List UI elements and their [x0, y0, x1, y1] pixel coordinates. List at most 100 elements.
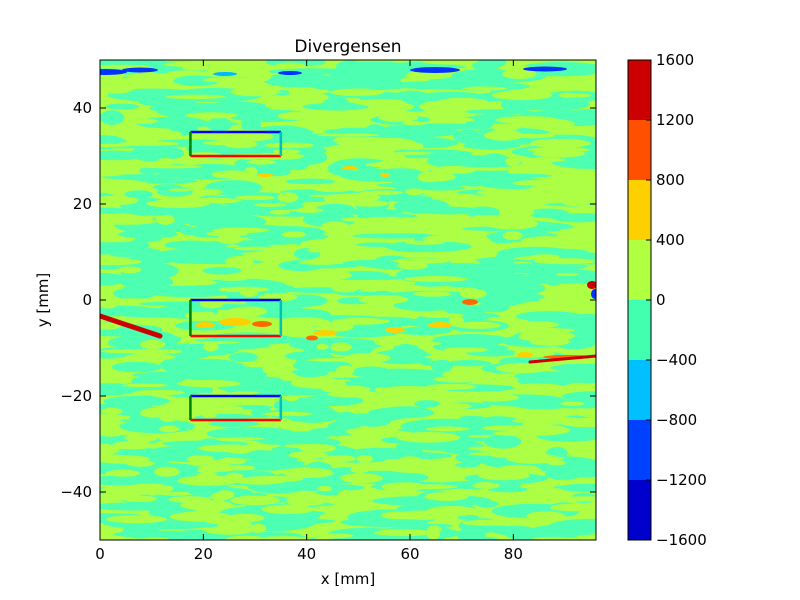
field-patch-positive [169, 511, 231, 522]
y-tick-label: 40 [73, 99, 92, 117]
field-patch-positive [121, 383, 169, 388]
field-patch-negative [314, 203, 356, 217]
field-patch-positive [225, 244, 240, 248]
field-patch-negative [100, 502, 175, 511]
field-patch-positive [117, 266, 142, 274]
field-patch-positive [408, 341, 443, 346]
field-patch-positive [181, 279, 217, 286]
field-patch-positive [459, 254, 474, 263]
field-patch-positive [413, 113, 476, 118]
field-patch-negative [459, 536, 498, 540]
field-patch-positive [513, 466, 543, 474]
field-patch-negative [393, 90, 431, 104]
colorbar-segment [628, 180, 651, 240]
colorbar-segment [628, 360, 651, 420]
field-patch-negative [191, 367, 223, 380]
field-patch-negative [562, 64, 596, 70]
x-tick-label: 20 [194, 545, 213, 563]
field-patch-positive [344, 353, 391, 364]
field-patch-positive [356, 455, 374, 463]
field-patch-positive [254, 203, 287, 207]
colorbar-tick-label: 800 [656, 171, 685, 189]
y-tick-label: 0 [82, 291, 92, 309]
field-patch-positive [195, 188, 223, 195]
field-patch-positive [230, 87, 281, 97]
x-axis-label: x [mm] [321, 570, 376, 588]
field-patch-negative [120, 274, 174, 290]
field-patch-positive [111, 298, 154, 303]
field-patch-positive [277, 192, 299, 203]
colorbar-tick-label: −1200 [656, 471, 707, 489]
field-patch-negative [226, 376, 284, 384]
field-patch-positive [316, 343, 329, 350]
field-patch-negative [153, 250, 181, 256]
field-patch-positive [106, 515, 167, 524]
field-patch-negative [561, 391, 596, 402]
divergence-field [100, 60, 596, 540]
field-patch-positive [272, 149, 300, 155]
field-patch-positive [341, 217, 365, 222]
field-patch-positive [336, 365, 355, 376]
field-patch-positive [331, 282, 361, 293]
field-patch-positive [337, 489, 354, 499]
field-patch-positive [413, 291, 452, 297]
field-patch-positive [424, 355, 446, 359]
field-hotspot [410, 67, 460, 73]
field-patch-positive [198, 444, 261, 453]
field-patch-positive [443, 117, 475, 123]
field-patch-positive [203, 397, 244, 402]
field-patch-positive [392, 258, 450, 264]
field-patch-positive [156, 158, 175, 166]
field-patch-positive [196, 472, 217, 478]
field-patch-positive [201, 412, 217, 418]
colorbar: −1600 −1200 −800 −400 0 400 800 1200 1600 [627, 51, 707, 549]
field-patch-positive [100, 414, 131, 420]
field-hotspot [462, 299, 478, 305]
field-patch-positive [295, 208, 323, 213]
field-patch-positive [381, 511, 418, 520]
field-patch-positive [223, 140, 258, 149]
field-patch-positive [300, 270, 352, 281]
colorbar-segment [628, 120, 651, 180]
colorbar-tick-label: 1600 [656, 51, 694, 69]
x-axis: 0 20 40 60 80 [95, 60, 523, 563]
field-patch-negative [530, 524, 591, 537]
field-patch-negative [195, 202, 228, 218]
field-patch-positive [261, 504, 315, 514]
field-patch-negative [138, 301, 219, 306]
field-patch-negative [414, 400, 441, 408]
field-patch-positive [532, 536, 568, 540]
field-hotspot-streak [100, 313, 163, 339]
field-patch-positive [508, 157, 567, 163]
colorbar-segment [628, 240, 651, 300]
field-patch-positive [249, 523, 267, 534]
y-tick-label: 20 [73, 195, 92, 213]
colorbar-segment [628, 420, 651, 480]
field-patch-negative [260, 285, 295, 290]
field-patch-positive [298, 326, 336, 331]
field-patch-positive [176, 341, 240, 344]
field-patch-positive [430, 165, 477, 174]
field-patch-positive [359, 190, 403, 195]
field-patch-negative [276, 308, 332, 321]
x-tick-label: 0 [95, 545, 105, 563]
field-patch-positive [264, 142, 315, 149]
field-patch-positive [250, 263, 266, 269]
field-patch-negative [550, 363, 596, 373]
field-patch-positive [186, 455, 215, 463]
field-patch-positive [234, 246, 274, 251]
field-patch-positive [117, 141, 180, 146]
field-patch-negative [100, 110, 125, 125]
field-patch-positive [300, 239, 338, 250]
field-patch-positive [262, 411, 313, 417]
field-patch-negative [273, 397, 326, 413]
field-patch-positive [423, 235, 461, 242]
field-patch-positive [420, 60, 479, 65]
field-hotspot [517, 352, 533, 358]
field-patch-negative [379, 125, 417, 135]
field-patch-negative [511, 398, 573, 410]
field-patch-positive [100, 300, 118, 309]
field-hotspot [278, 71, 302, 75]
field-hotspot [313, 330, 337, 336]
y-tick-label: −40 [60, 483, 92, 501]
